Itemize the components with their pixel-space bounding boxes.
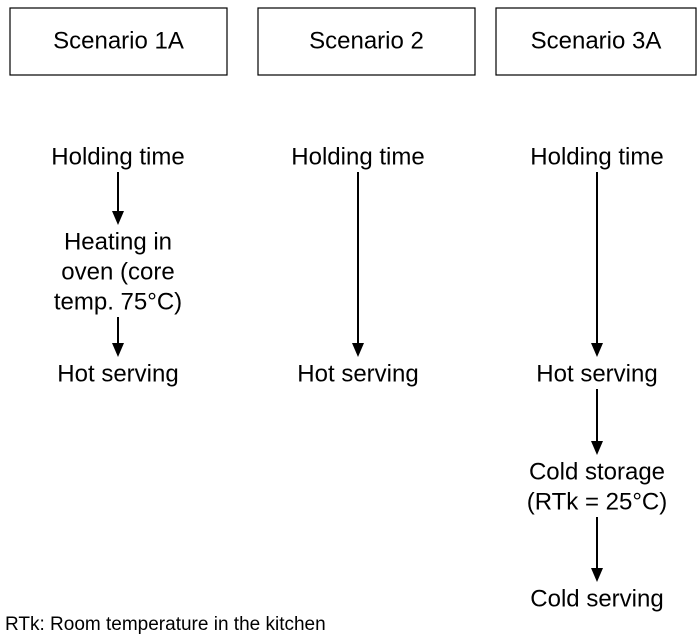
scenario-box — [257, 7, 476, 76]
step-label: Holding time — [530, 143, 663, 170]
footnote: RTk: Room temperature in the kitchen — [5, 614, 326, 635]
scenario-title: Scenario 1A — [53, 27, 184, 54]
arrow-head — [112, 211, 124, 225]
step-label: Holding time — [291, 143, 424, 170]
step-label: Hot serving — [297, 360, 418, 387]
scenario-box — [495, 7, 697, 76]
arrow-head — [352, 343, 364, 357]
arrow-head — [591, 568, 603, 582]
step-label: Hot serving — [57, 360, 178, 387]
step-label: Holding time — [51, 143, 184, 170]
arrow-head — [112, 343, 124, 357]
step-label: Hot serving — [536, 360, 657, 387]
step-label: temp. 75°C) — [54, 288, 182, 315]
step-label: (RTk = 25°C) — [527, 488, 668, 515]
step-label: oven (core — [61, 258, 174, 285]
step-label: Heating in — [64, 228, 172, 255]
arrow-head — [591, 343, 603, 357]
scenario-title: Scenario 2 — [309, 27, 424, 54]
scenario-box — [9, 7, 228, 76]
arrow-head — [591, 441, 603, 455]
step-label: Cold storage — [529, 458, 665, 485]
step-label: Cold serving — [530, 585, 663, 612]
scenario-title: Scenario 3A — [531, 27, 662, 54]
